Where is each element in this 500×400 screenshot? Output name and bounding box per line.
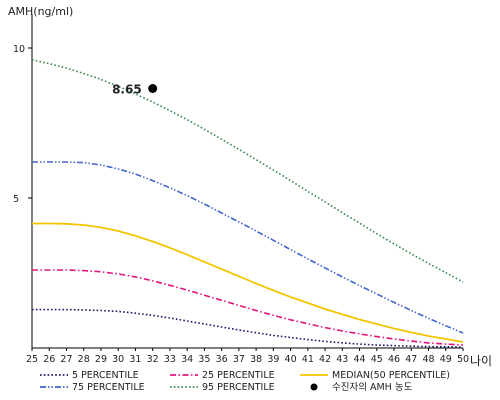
- y-axis-label: AMH(ng/ml): [8, 5, 73, 18]
- legend-label: 95 PERCENTILE: [202, 382, 275, 393]
- x-tick-label: 45: [371, 354, 383, 365]
- x-tick-label: 36: [216, 354, 228, 365]
- x-tick-label: 46: [388, 354, 400, 365]
- x-tick-label: 26: [43, 354, 55, 365]
- legend-label: 수진자의 AMH 농도: [332, 382, 413, 393]
- x-tick-label: 25: [26, 354, 38, 365]
- x-tick-label: 38: [250, 354, 262, 365]
- patient-amh-point: [148, 84, 158, 93]
- x-tick-label: 28: [78, 354, 90, 365]
- x-tick-label: 43: [336, 354, 348, 365]
- legend-label: 75 PERCENTILE: [72, 382, 145, 393]
- x-tick-label: 34: [181, 354, 193, 365]
- x-tick-label: 42: [319, 354, 331, 365]
- x-tick-label: 47: [405, 354, 417, 365]
- series-line-5-percentile: [32, 308, 464, 348]
- legend-label: MEDIAN(50 PERCENTILE): [332, 370, 450, 381]
- y-tick-label: 10: [13, 44, 25, 55]
- patient-amh-label: 8.65: [112, 83, 142, 97]
- x-tick-label: 35: [198, 354, 210, 365]
- legend-marker: [310, 383, 318, 391]
- series-line-95-percentile: [31, 59, 464, 283]
- x-tick-label: 50: [457, 354, 469, 365]
- x-tick-label: 29: [95, 354, 107, 365]
- x-tick-label: 41: [302, 354, 314, 365]
- x-tick-label: 27: [60, 354, 72, 365]
- x-tick-label: 32: [147, 354, 159, 365]
- series-line-75-percentile: [32, 161, 464, 334]
- series-line-25-percentile: [32, 269, 464, 346]
- x-tick-label: 31: [129, 354, 141, 365]
- series-line-median-50-percentile-: [32, 222, 464, 343]
- x-axis-label: 나이: [470, 354, 492, 368]
- legend-label: 25 PERCENTILE: [202, 370, 275, 381]
- x-tick-label: 33: [164, 354, 176, 365]
- x-tick-label: 37: [233, 354, 245, 365]
- legend-label: 5 PERCENTILE: [72, 370, 139, 381]
- x-tick-label: 49: [440, 354, 452, 365]
- x-tick-label: 44: [354, 354, 366, 365]
- x-tick-label: 39: [267, 354, 279, 365]
- y-tick-label: 5: [13, 194, 19, 205]
- x-tick-label: 48: [422, 354, 434, 365]
- x-tick-label: 30: [112, 354, 124, 365]
- x-tick-label: 40: [285, 354, 297, 365]
